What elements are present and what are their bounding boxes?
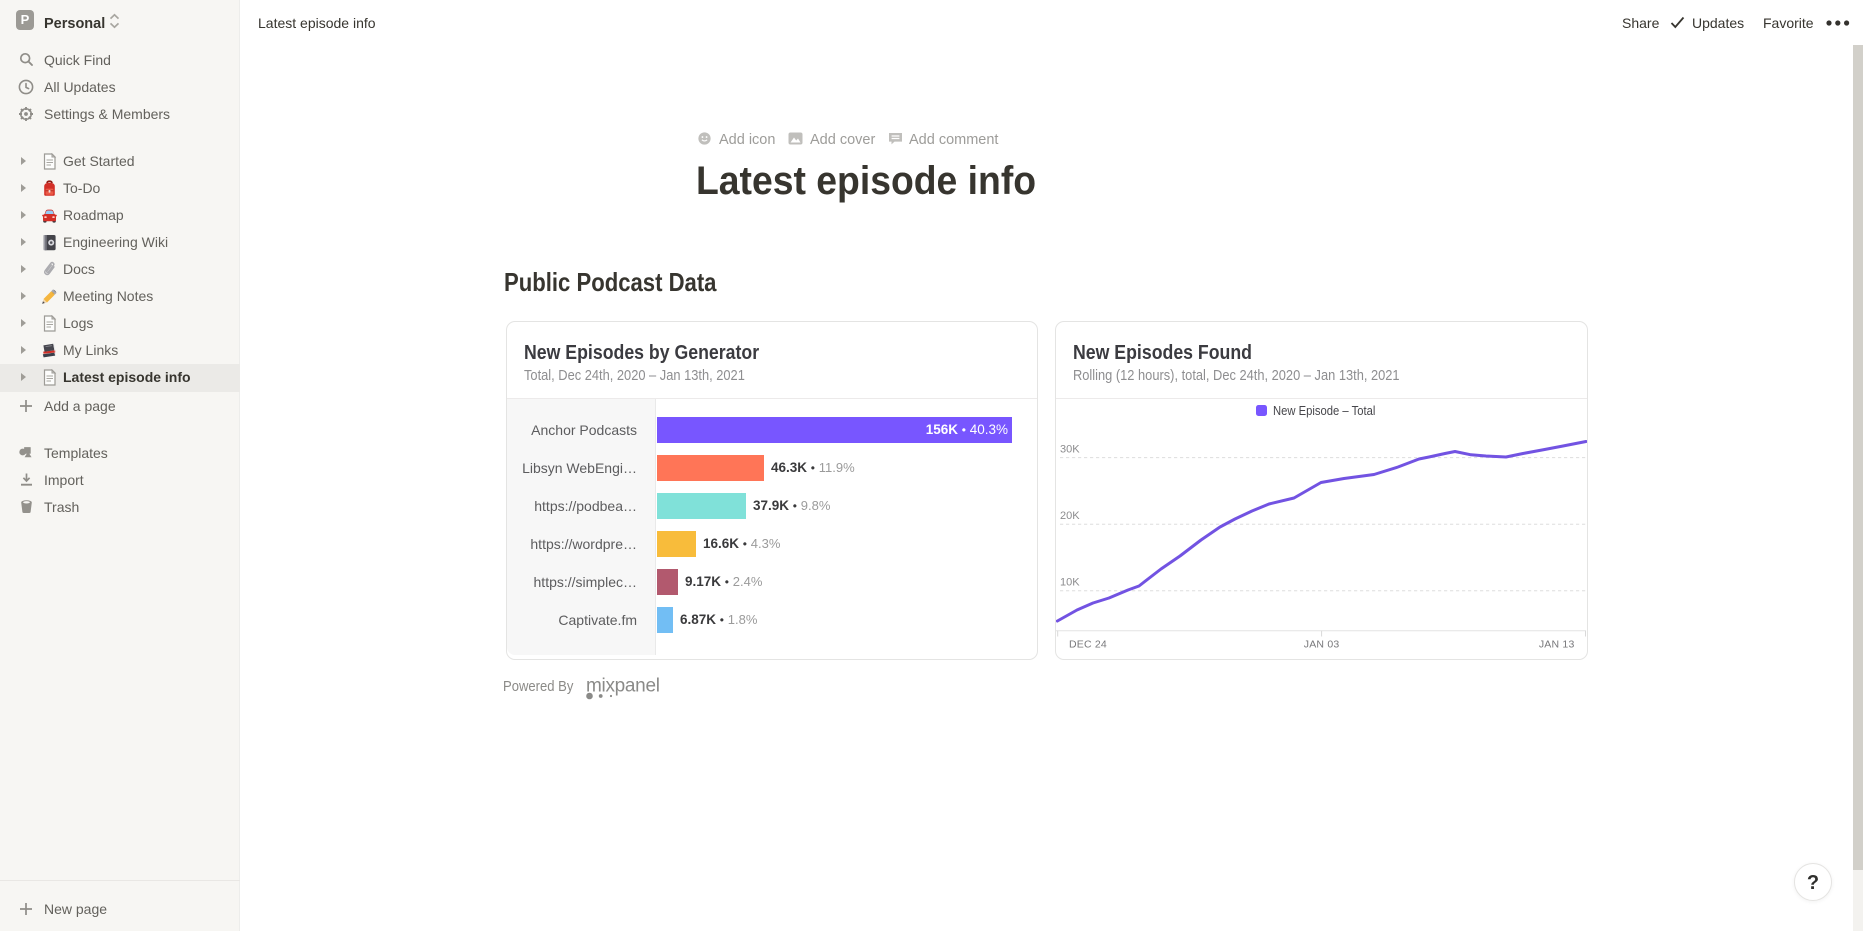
svg-text:JAN 13: JAN 13 — [1539, 639, 1575, 651]
svg-text:10K: 10K — [1060, 577, 1080, 589]
svg-text:JAN 03: JAN 03 — [1304, 639, 1340, 651]
svg-text:DEC 24: DEC 24 — [1069, 639, 1107, 651]
svg-text:20K: 20K — [1060, 510, 1080, 522]
svg-text:mixpanel: mixpanel — [586, 676, 660, 697]
svg-text:30K: 30K — [1060, 444, 1080, 456]
